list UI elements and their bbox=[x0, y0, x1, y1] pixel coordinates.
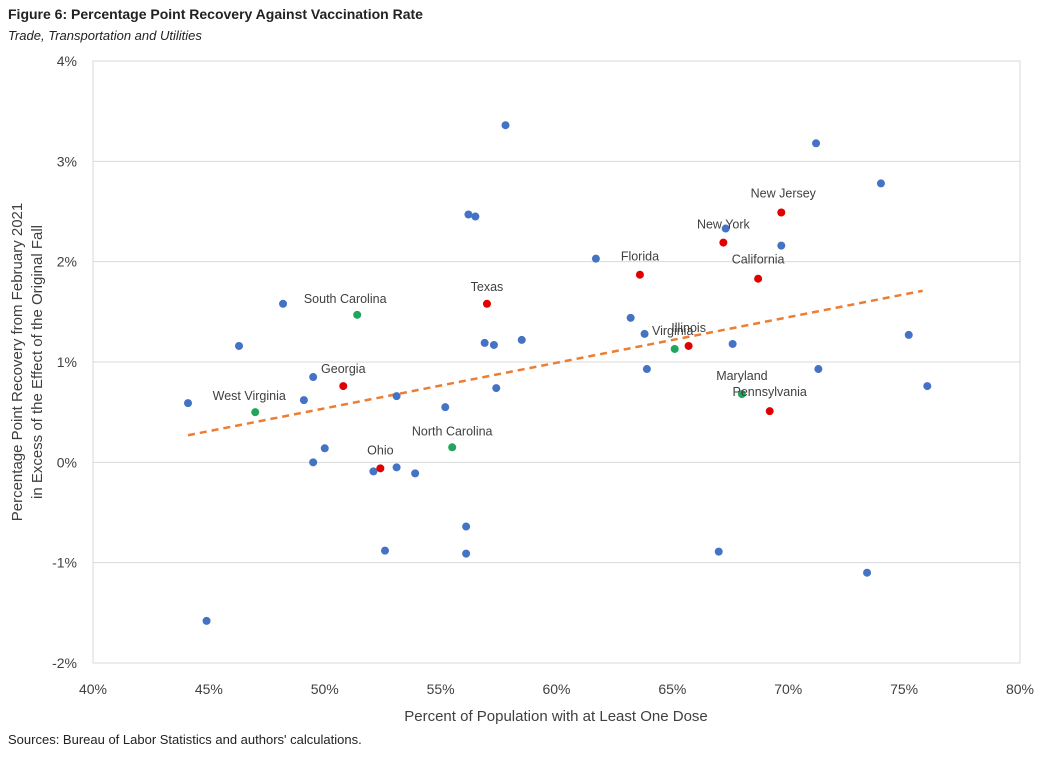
point-virginia bbox=[670, 344, 679, 353]
x-tick-label: 60% bbox=[542, 681, 570, 697]
x-tick-label: 40% bbox=[79, 681, 107, 697]
data-point bbox=[392, 392, 401, 401]
y-tick-label: -2% bbox=[52, 655, 77, 671]
data-point bbox=[777, 241, 786, 250]
point-label: Georgia bbox=[321, 362, 366, 376]
data-point bbox=[279, 299, 288, 308]
data-point bbox=[184, 399, 193, 408]
point-pennsylvania bbox=[765, 407, 774, 416]
data-point bbox=[471, 212, 480, 221]
data-point bbox=[626, 313, 635, 322]
point-label: North Carolina bbox=[412, 424, 493, 438]
data-point bbox=[812, 139, 821, 148]
data-point bbox=[501, 121, 510, 130]
data-point bbox=[814, 365, 823, 374]
y-axis-title: Percentage Point Recovery from February … bbox=[9, 203, 46, 522]
data-point bbox=[235, 341, 244, 350]
y-axis-title-line-2: in Excess of the Effect of the Original … bbox=[29, 225, 46, 499]
axis-ticks: -2% -1% 0% 1% 2% 3% 4% 40% 45% 50% 55% 60% 65% 70% 75%… bbox=[52, 53, 1034, 697]
point-california bbox=[754, 274, 763, 283]
data-point bbox=[369, 467, 378, 476]
data-point bbox=[202, 616, 211, 625]
data-point bbox=[591, 254, 600, 263]
point-label: Ohio bbox=[367, 443, 393, 457]
point-new-jersey bbox=[777, 208, 786, 217]
x-tick-label: 70% bbox=[774, 681, 802, 697]
data-point bbox=[462, 549, 471, 558]
x-tick-label: 55% bbox=[427, 681, 455, 697]
x-tick-label: 80% bbox=[1006, 681, 1034, 697]
trendline bbox=[187, 289, 923, 437]
point-label: Pennsylvania bbox=[733, 385, 807, 399]
data-point bbox=[309, 373, 318, 382]
data-point bbox=[923, 382, 932, 391]
data-point bbox=[299, 396, 308, 405]
figure-subtitle: Trade, Transportation and Utilities bbox=[8, 28, 202, 43]
point-north-carolina bbox=[448, 443, 457, 452]
point-label: California bbox=[732, 253, 785, 267]
data-point bbox=[904, 330, 913, 339]
figure-source: Sources: Bureau of Labor Statistics and … bbox=[8, 732, 362, 747]
data-point bbox=[517, 335, 526, 344]
data-point bbox=[642, 365, 651, 374]
point-south-carolina bbox=[353, 310, 362, 319]
point-west-virginia bbox=[251, 408, 260, 417]
point-florida bbox=[635, 270, 644, 279]
y-tick-label: 3% bbox=[57, 153, 77, 169]
point-label: New Jersey bbox=[751, 187, 817, 201]
x-tick-label: 50% bbox=[311, 681, 339, 697]
data-point bbox=[309, 458, 318, 467]
point-label: Maryland bbox=[716, 369, 767, 383]
point-label: New York bbox=[697, 218, 751, 232]
data-point bbox=[411, 469, 420, 478]
data-point bbox=[640, 329, 649, 338]
point-illinois bbox=[684, 341, 693, 350]
y-tick-label: 1% bbox=[57, 354, 77, 370]
data-point bbox=[492, 384, 501, 393]
data-point bbox=[714, 547, 723, 556]
point-label: Illinois bbox=[671, 321, 706, 335]
x-axis-title: Percent of Population with at Least One … bbox=[404, 708, 708, 725]
data-point bbox=[462, 522, 471, 531]
x-tick-label: 75% bbox=[890, 681, 918, 697]
point-label: West Virginia bbox=[213, 389, 286, 403]
point-label: South Carolina bbox=[304, 292, 387, 306]
data-point bbox=[464, 210, 473, 219]
data-point bbox=[441, 403, 450, 412]
y-tick-label: 0% bbox=[57, 454, 77, 470]
data-point bbox=[876, 179, 885, 188]
point-ohio bbox=[376, 464, 385, 473]
plot-area-frame bbox=[92, 60, 1021, 664]
point-georgia bbox=[339, 382, 348, 391]
point-label: Virginia bbox=[652, 324, 694, 338]
y-axis-title-line-1: Percentage Point Recovery from February … bbox=[9, 203, 26, 522]
data-point bbox=[392, 463, 401, 472]
point-maryland bbox=[737, 390, 746, 399]
x-tick-label: 45% bbox=[195, 681, 223, 697]
data-point bbox=[480, 338, 489, 347]
data-point bbox=[489, 340, 498, 349]
data-point bbox=[381, 546, 390, 555]
data-point bbox=[863, 568, 872, 577]
y-tick-label: -1% bbox=[52, 555, 77, 571]
point-labels: West Virginia South Carolina North Carolin… bbox=[213, 187, 817, 458]
point-label: Texas bbox=[471, 280, 504, 294]
data-points bbox=[184, 121, 932, 625]
y-tick-label: 4% bbox=[57, 53, 77, 69]
y-tick-label: 2% bbox=[57, 254, 77, 270]
data-point bbox=[721, 224, 730, 233]
data-point bbox=[320, 444, 329, 453]
point-texas bbox=[482, 299, 491, 308]
figure-title: Figure 6: Percentage Point Recovery Agai… bbox=[8, 6, 423, 22]
data-point bbox=[728, 339, 737, 348]
trendline-group bbox=[187, 289, 923, 437]
x-tick-label: 65% bbox=[658, 681, 686, 697]
point-new-york bbox=[719, 238, 728, 247]
point-label: Florida bbox=[621, 250, 659, 264]
